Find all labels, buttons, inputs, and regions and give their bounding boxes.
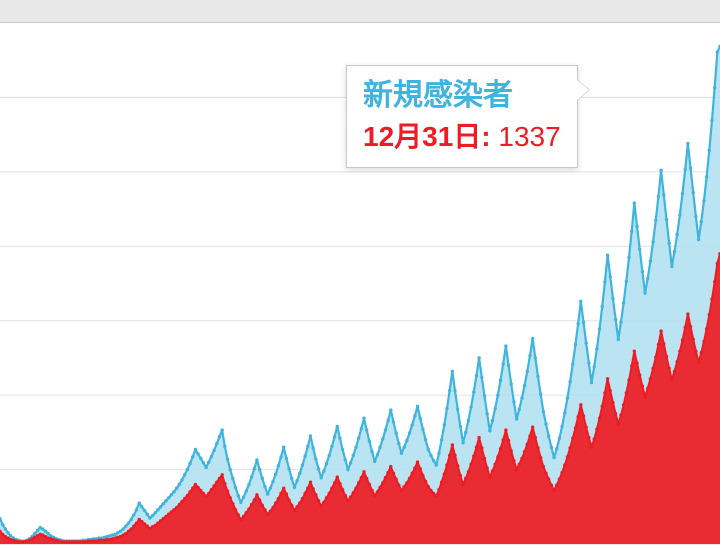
tooltip-date: 12月31日: bbox=[363, 121, 491, 152]
tooltip-title: 新規感染者 bbox=[363, 76, 561, 115]
tooltip-value: 1337 bbox=[498, 121, 560, 152]
tooltip-value-row: 12月31日: 1337 bbox=[363, 119, 561, 155]
tooltip-arrow bbox=[577, 80, 589, 100]
chart-tooltip: 新規感染者 12月31日: 1337 bbox=[346, 65, 578, 168]
chart-area: 新規感染者 12月31日: 1337 bbox=[0, 22, 720, 544]
